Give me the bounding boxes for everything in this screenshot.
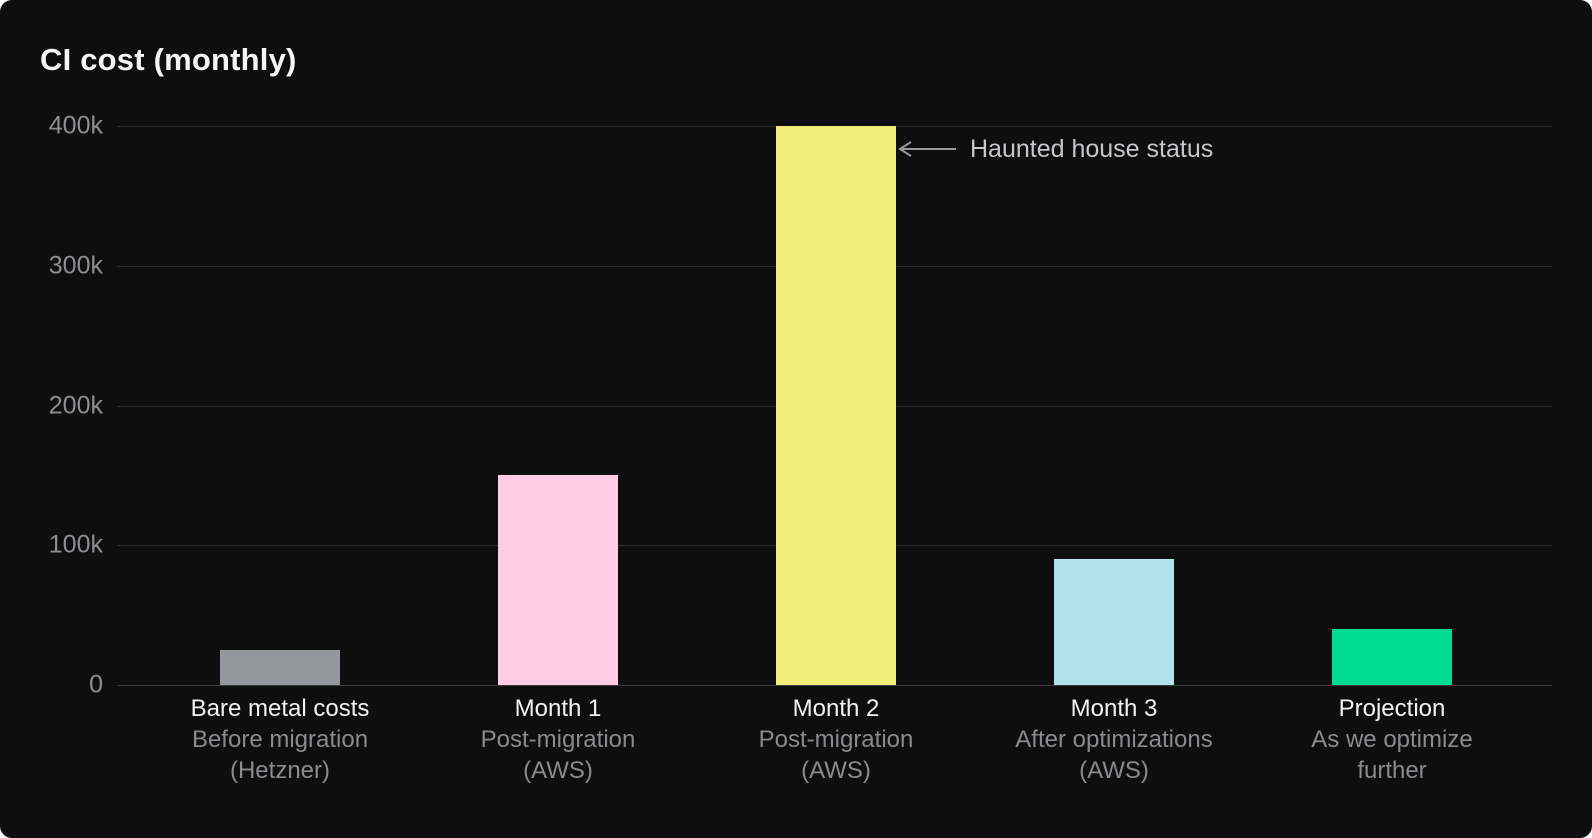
x-axis-label: Month 2 <box>792 695 880 722</box>
x-axis-label: Month 3 <box>1070 695 1158 722</box>
x-axis-sublabel: As we optimize <box>1311 726 1473 753</box>
x-axis-category-label: Projection As we optimize further <box>1242 693 1542 786</box>
bar <box>1332 629 1452 685</box>
annotation: Haunted house status <box>896 133 1213 165</box>
x-axis-label: Month 1 <box>514 695 602 722</box>
x-axis-category-label: Bare metal costs Before migration (Hetzner… <box>130 693 430 786</box>
x-axis-sublabel: (AWS) <box>1079 757 1149 784</box>
bar <box>1054 559 1174 685</box>
x-axis-category-label: Month 1 Post-migration (AWS) <box>408 693 708 786</box>
x-axis-sublabel: Post-migration <box>480 726 636 753</box>
x-axis-sublabel: Post-migration <box>758 726 914 753</box>
bar <box>776 126 896 685</box>
bar <box>220 650 340 685</box>
y-axis-tick-label: 200k <box>48 391 103 419</box>
x-axis-label: Projection <box>1338 695 1446 722</box>
bar <box>498 475 618 685</box>
x-axis-sublabel: (AWS) <box>801 757 871 784</box>
x-axis-sublabel: Before migration <box>191 726 369 753</box>
x-axis-category-label: Month 3 After optimizations (AWS) <box>964 693 1264 786</box>
annotation-text: Haunted house status <box>970 134 1214 163</box>
left-arrow-icon <box>898 141 956 157</box>
x-axis-line <box>117 685 1552 686</box>
y-axis-tick-label: 400k <box>48 111 103 140</box>
x-axis-sublabel: further <box>1357 757 1427 784</box>
y-axis-tick-label: 0 <box>89 670 103 699</box>
x-axis-label: Bare metal costs <box>190 695 370 722</box>
y-axis-tick-label: 300k <box>48 251 103 280</box>
x-axis-sublabel: (Hetzner) <box>229 757 331 784</box>
x-axis-category-label: Month 2 Post-migration (AWS) <box>686 693 986 786</box>
y-axis-tick-label: 100k <box>48 530 103 559</box>
x-axis-sublabel: After optimizations <box>1015 726 1213 753</box>
x-axis-sublabel: (AWS) <box>523 757 593 784</box>
chart-title: CI cost (monthly) <box>40 42 297 77</box>
